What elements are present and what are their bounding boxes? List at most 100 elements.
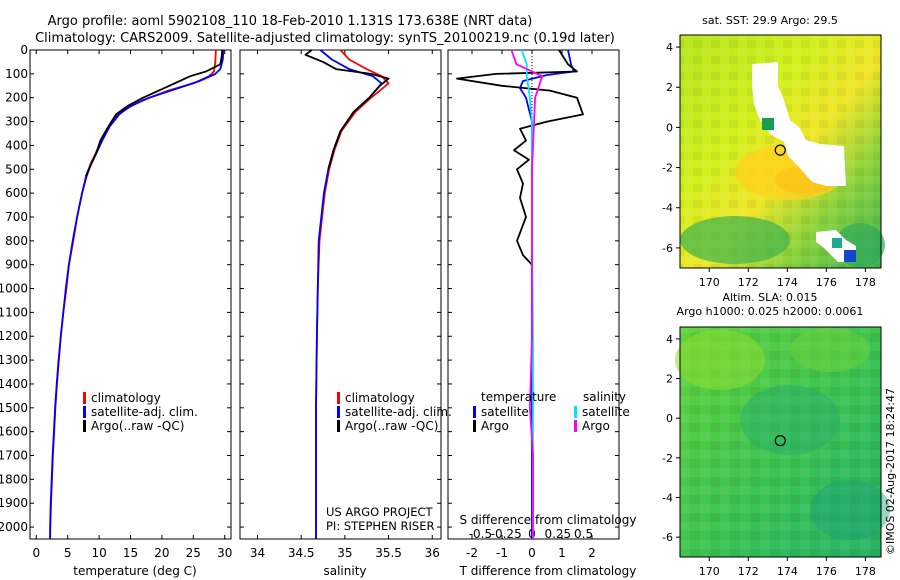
depth-tick-label: 800 [5, 234, 28, 248]
map-y-tick-label: 2 [666, 81, 673, 94]
sst-cell-green [762, 118, 774, 130]
map-x-tick-label: 170 [699, 565, 720, 578]
difference-series-salinity-argo [510, 49, 544, 539]
difference-series-temperature-satellite [519, 49, 575, 539]
difference-series-temperature-argo [456, 49, 584, 266]
map-x-tick-label: 176 [816, 565, 837, 578]
sst-map-frame [679, 34, 882, 269]
sst-cool-patch [680, 216, 790, 264]
temperature-legend: climatology satellite-adj. clim. Argo(..… [83, 391, 198, 433]
depth-tick-label: 1100 [0, 305, 28, 319]
legend-swatch-climatology [83, 392, 86, 404]
sla-high-patch-2 [790, 328, 870, 372]
sla-map-axes: 170 172 174 176 178 4 2 0 -2 -4 -6 [662, 333, 876, 578]
map-x-tick-label: 178 [855, 276, 876, 289]
temperature-xlabel: temperature (deg C) [73, 564, 196, 578]
x-tick-label-salinity: -0.25 [491, 527, 522, 541]
legend-swatch-climatology [337, 392, 340, 404]
legend-label-salinity-satellite: satellite [582, 405, 630, 419]
x-tick-label: 35.5 [375, 546, 402, 560]
imos-stamp: ©IMOS 02-Aug-2017 18:24:47 [884, 388, 897, 555]
x-tick-label: 0 [32, 546, 40, 560]
depth-tick-label: 400 [5, 138, 28, 152]
sla-high-patch [675, 330, 765, 390]
salinity-panel-frame [239, 49, 442, 540]
profile-location-marker [774, 435, 786, 447]
depth-tick-label: 2000 [0, 520, 28, 534]
x-tick-label: 30 [217, 546, 232, 560]
legend-swatch-temperature-argo [473, 420, 476, 432]
depth-tick-label: 1500 [0, 401, 28, 415]
x-tick-label: 5 [64, 546, 72, 560]
x-tick-label: -1 [496, 546, 508, 560]
map-y-tick-label: 0 [666, 121, 673, 134]
x-tick-label-salinity: 0.5 [574, 527, 593, 541]
x-tick-label: 1 [558, 546, 566, 560]
sst-map-axes: 170 172 174 176 178 4 2 0 -2 -4 -6 [662, 41, 876, 289]
legend-swatch-satellite [337, 406, 340, 418]
difference-legend: temperature salinity satellite Argo sate… [473, 390, 630, 433]
x-tick-label: 36 [425, 546, 440, 560]
sst-map [679, 34, 885, 269]
legend-label-temperature-argo: Argo [481, 419, 509, 433]
depth-tick-label: 1800 [0, 472, 28, 486]
temperature-series-argo-raw-qc- [85, 49, 224, 177]
x-tick-label-salinity: 0.25 [544, 527, 571, 541]
depth-tick-label: 1400 [0, 377, 28, 391]
x-tick-label: 35 [337, 546, 352, 560]
depth-tick-label: 1600 [0, 425, 28, 439]
sla-low-patch [740, 385, 840, 455]
pi-credit: PI: STEPHEN RISER [326, 519, 435, 533]
temperature-series-climatology [49, 49, 217, 540]
legend-label-argo: Argo(..raw -QC) [345, 419, 438, 433]
sla-map-title: Altim. SLA: 0.015 [722, 291, 817, 304]
legend-label-satellite: satellite-adj. clim. [91, 405, 198, 419]
depth-tick-label: 600 [5, 186, 28, 200]
temperature-panel-frame [29, 49, 232, 540]
depth-tick-label: 500 [5, 162, 28, 176]
legend-swatch-argo [337, 420, 340, 432]
difference-series-salinity-satellite [520, 49, 534, 539]
depth-tick-label: 1000 [0, 282, 28, 296]
figure-title-line1: Argo profile: aoml 5902108_110 18-Feb-20… [48, 14, 533, 29]
salinity-xlabel: salinity [323, 564, 366, 578]
map-x-tick-label: 172 [738, 276, 759, 289]
salinity-chart: 34 34.5 35 35.5 36 [240, 49, 441, 560]
map-y-tick-label: -6 [662, 242, 673, 255]
map-x-tick-label: 170 [699, 276, 720, 289]
sst-cloud-mask [752, 62, 846, 186]
x-tick-label: 34.5 [288, 546, 315, 560]
x-tick-label: -2 [466, 546, 478, 560]
salinity-legend: climatology satellite-adj. clim. Argo(..… [337, 391, 452, 433]
legend-label-climatology: climatology [91, 391, 161, 405]
x-tick-label: 15 [123, 546, 138, 560]
depth-tick-label: 300 [5, 115, 28, 129]
map-y-tick-label: -4 [662, 492, 673, 505]
x-tick-label: 2 [588, 546, 596, 560]
sla-low-patch-2 [810, 480, 890, 540]
sst-map-title: sat. SST: 29.9 Argo: 29.5 [702, 14, 838, 27]
sst-cell-teal [832, 238, 842, 248]
depth-tick-label: 1900 [0, 496, 28, 510]
legend-swatch-temperature-satellite [473, 406, 476, 418]
map-y-tick-label: 2 [666, 373, 673, 386]
sst-cell-blue [844, 250, 856, 262]
salinity-series-satellite-adj-clim- [315, 49, 383, 539]
project-credit: US ARGO PROJECT [326, 505, 434, 519]
map-y-tick-label: 0 [666, 412, 673, 425]
salinity-series-argo-raw-qc- [304, 49, 390, 170]
map-x-tick-label: 174 [777, 565, 798, 578]
legend-title-temperature: temperature [481, 390, 556, 404]
map-y-tick-label: -2 [662, 162, 673, 175]
depth-tick-labels: 0 100 200 300 400 500 600 700 800 900 1000 1100 1200… [0, 43, 28, 534]
x-tick-label: 10 [91, 546, 106, 560]
map-y-tick-label: -4 [662, 202, 673, 215]
depth-tick-label: 900 [5, 258, 28, 272]
map-x-tick-label: 176 [816, 276, 837, 289]
map-y-tick-label: 4 [666, 333, 673, 346]
legend-label-temperature-satellite: satellite [481, 405, 529, 419]
temperature-chart: 0 5 10 15 20 25 30 [30, 49, 232, 560]
legend-swatch-satellite [83, 406, 86, 418]
